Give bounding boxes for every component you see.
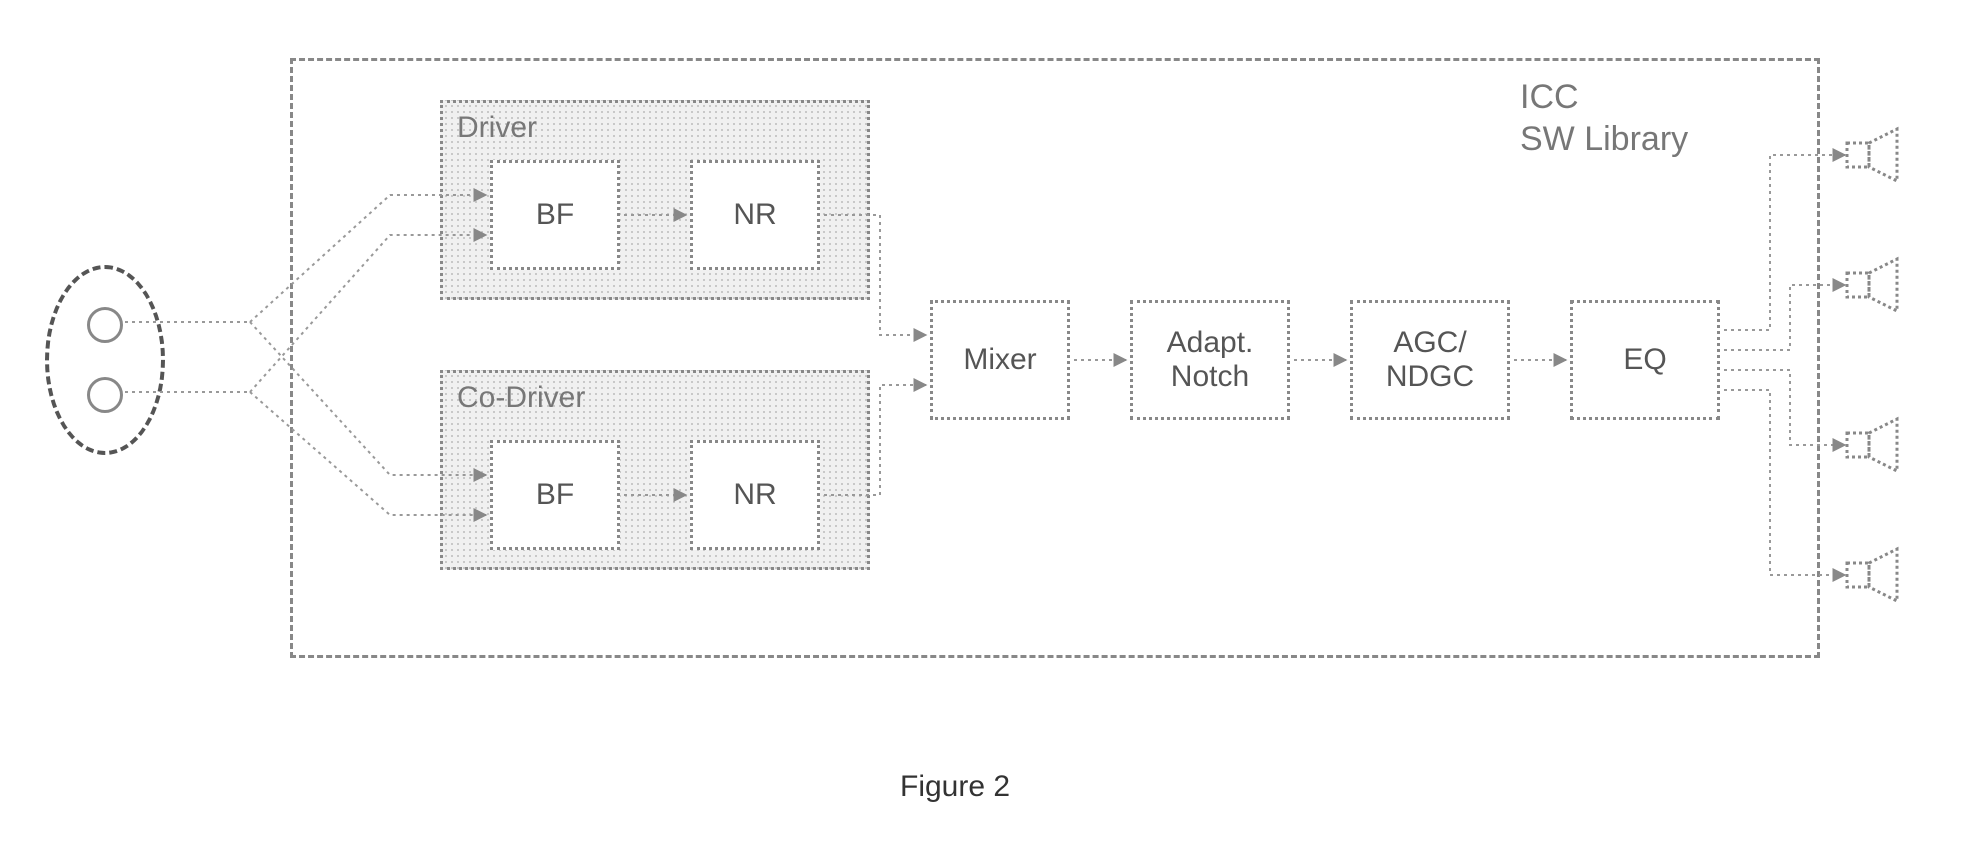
speaker-icon	[1845, 415, 1915, 480]
notch-label: Adapt. Notch	[1167, 326, 1254, 394]
speaker-icon	[1845, 125, 1915, 190]
codriver-label: Co-Driver	[457, 381, 585, 415]
nr-label: NR	[733, 478, 776, 512]
bf-block-driver: BF	[490, 160, 620, 270]
mic-group-ellipse	[45, 265, 165, 455]
diagram-title-line2: SW Library	[1520, 120, 1688, 159]
eq-block: EQ	[1570, 300, 1720, 420]
adapt-notch-block: Adapt. Notch	[1130, 300, 1290, 420]
eq-label: EQ	[1623, 343, 1666, 377]
mixer-block: Mixer	[930, 300, 1070, 420]
bf-block-codriver: BF	[490, 440, 620, 550]
bf-label: BF	[536, 198, 574, 232]
driver-label: Driver	[457, 111, 537, 145]
agc-label: AGC/ NDGC	[1386, 326, 1474, 394]
nr-label: NR	[733, 198, 776, 232]
agc-ndgc-block: AGC/ NDGC	[1350, 300, 1510, 420]
diagram-title-line1: ICC	[1520, 78, 1579, 117]
speaker-icon	[1845, 255, 1915, 320]
mixer-label: Mixer	[963, 343, 1036, 377]
mic-1	[87, 307, 123, 343]
speaker-icon	[1845, 545, 1915, 610]
nr-block-driver: NR	[690, 160, 820, 270]
bf-label: BF	[536, 478, 574, 512]
diagram-canvas: ICC SW Library Driver Co-Driver BF NR BF…	[0, 0, 1980, 846]
figure-caption: Figure 2	[900, 770, 1010, 804]
mic-2	[87, 377, 123, 413]
nr-block-codriver: NR	[690, 440, 820, 550]
